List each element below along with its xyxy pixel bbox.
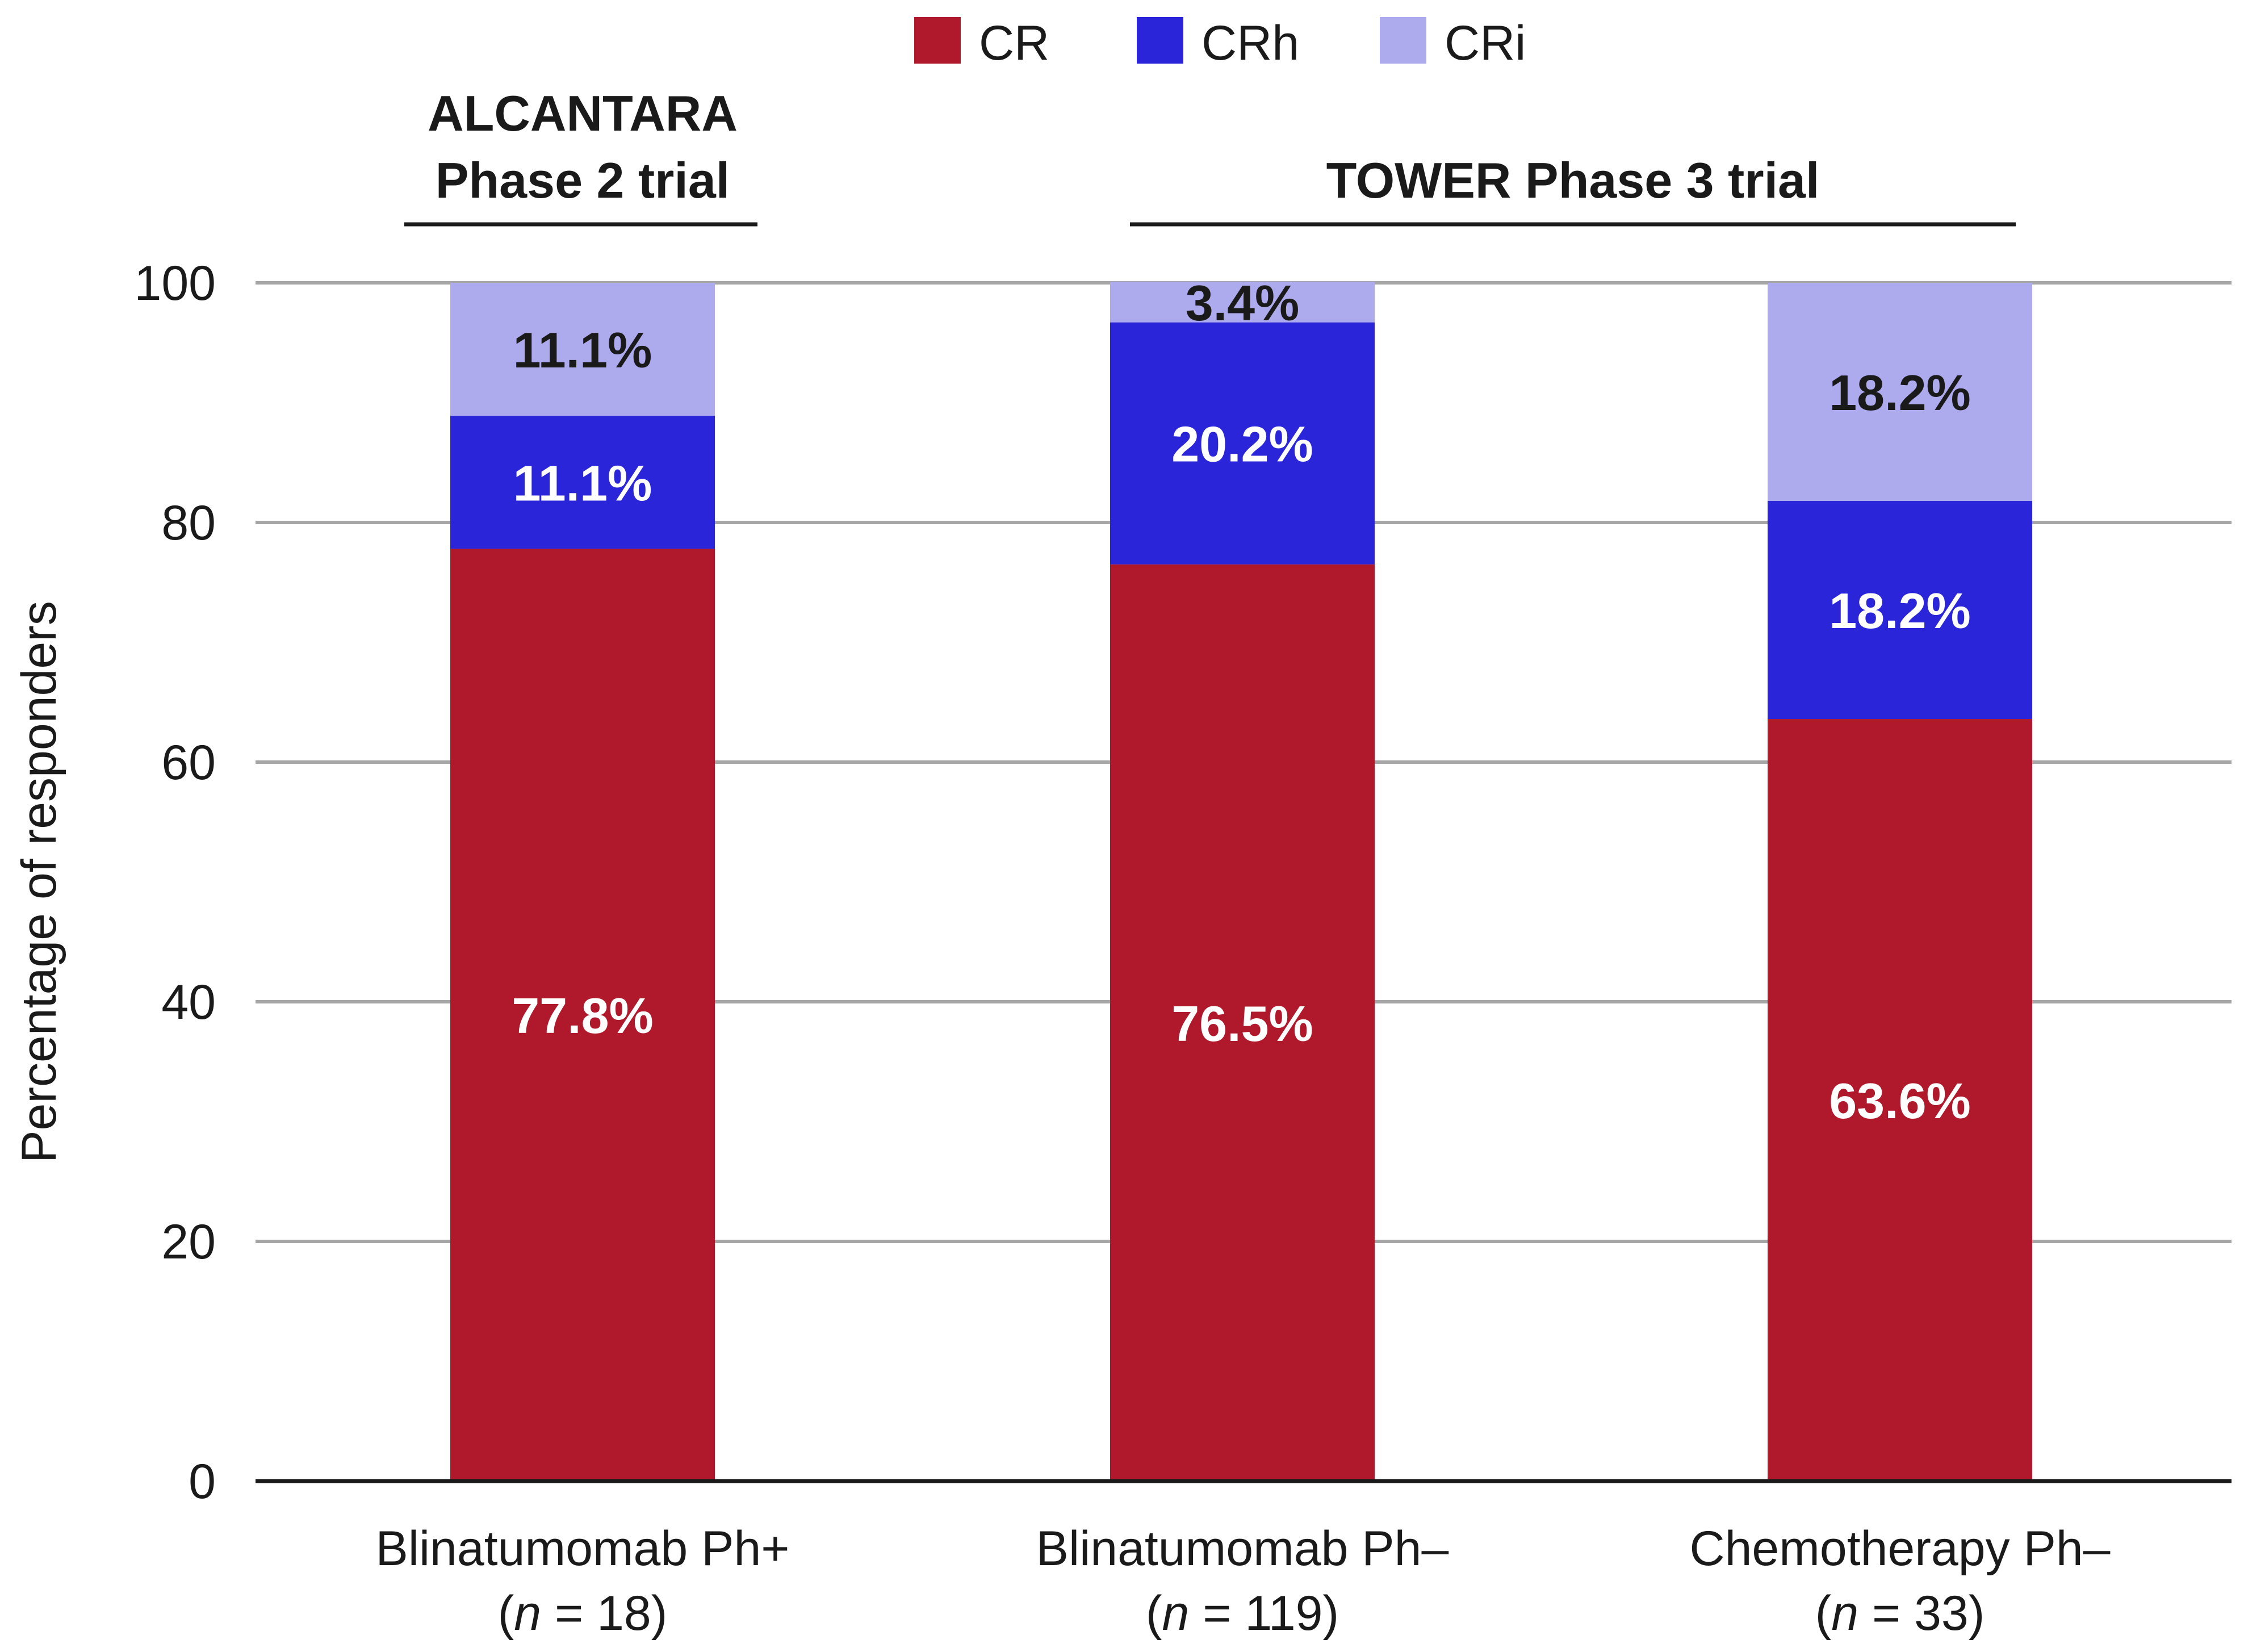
bar-segment-crh-1 xyxy=(450,416,715,549)
category-n-label: (n = 18) xyxy=(498,1586,668,1641)
trial-group-label: TOWER Phase 3 trial xyxy=(1326,152,1820,208)
axes: 0 20 40 60 80 100 Percentage of responders Blin… xyxy=(12,256,2232,1641)
y-tick-label: 20 xyxy=(161,1215,216,1269)
bar-segment-crh-3 xyxy=(1768,501,2032,720)
labels: 77.8% 11.1% 11.1% 76.5% 20.2% 3.4% 63.6% 18.2% 1… xyxy=(512,275,1971,1129)
y-axis-label: Percentage of responders xyxy=(12,601,66,1163)
trial-groups: ALCANTARA Phase 2 trial TOWER Phase 3 tria… xyxy=(404,85,2016,227)
y-tick-label: 60 xyxy=(161,735,216,790)
bar-segment-cri-1 xyxy=(450,283,715,416)
data-label-cri-1: 11.1% xyxy=(513,322,652,378)
category-label: Chemotherapy Ph– xyxy=(1690,1521,2111,1576)
data-label-crh-1: 11.1% xyxy=(513,455,652,511)
y-tick-label: 40 xyxy=(161,975,216,1030)
data-label-cri-3: 18.2% xyxy=(1829,365,1971,421)
bar-segment-cri-2 xyxy=(1110,281,1375,323)
y-tick-label: 0 xyxy=(189,1454,216,1509)
bar-segment-cr-3 xyxy=(1768,719,2032,1481)
legend-label-cr: CR xyxy=(979,16,1049,70)
data-label-crh-2: 20.2% xyxy=(1171,416,1313,472)
legend-label-cri: CRi xyxy=(1445,16,1526,70)
legend-swatch-crh xyxy=(1137,17,1183,64)
legend-swatch-cri xyxy=(1380,17,1426,64)
category-label: Blinatumomab Ph+ xyxy=(375,1521,789,1576)
category-n-label: (n = 119) xyxy=(1146,1586,1339,1641)
trial-group-label: Phase 2 trial xyxy=(436,152,730,208)
y-tick-label: 80 xyxy=(161,496,216,550)
data-label-cri-2: 3.4% xyxy=(1186,275,1300,331)
bar-segment-cr-1 xyxy=(450,549,715,1482)
legend-swatch-cr xyxy=(914,17,961,64)
category-label: Blinatumomab Ph– xyxy=(1036,1521,1449,1576)
data-label-cr-2: 76.5% xyxy=(1171,996,1313,1052)
bars xyxy=(450,281,2032,1482)
trial-group-label: ALCANTARA xyxy=(428,85,738,141)
data-label-cr-3: 63.6% xyxy=(1829,1073,1971,1129)
data-label-crh-3: 18.2% xyxy=(1829,583,1971,639)
bar-segment-cr-2 xyxy=(1110,564,1375,1481)
y-tick-label: 100 xyxy=(135,256,216,311)
category-n-label: (n = 33) xyxy=(1815,1586,1985,1641)
legend-label-crh: CRh xyxy=(1201,16,1299,70)
bar-segment-crh-2 xyxy=(1110,322,1375,564)
legend: CR CRh CRi xyxy=(914,16,1526,70)
data-label-cr-1: 77.8% xyxy=(512,988,654,1044)
bar-segment-cri-3 xyxy=(1768,283,2032,501)
